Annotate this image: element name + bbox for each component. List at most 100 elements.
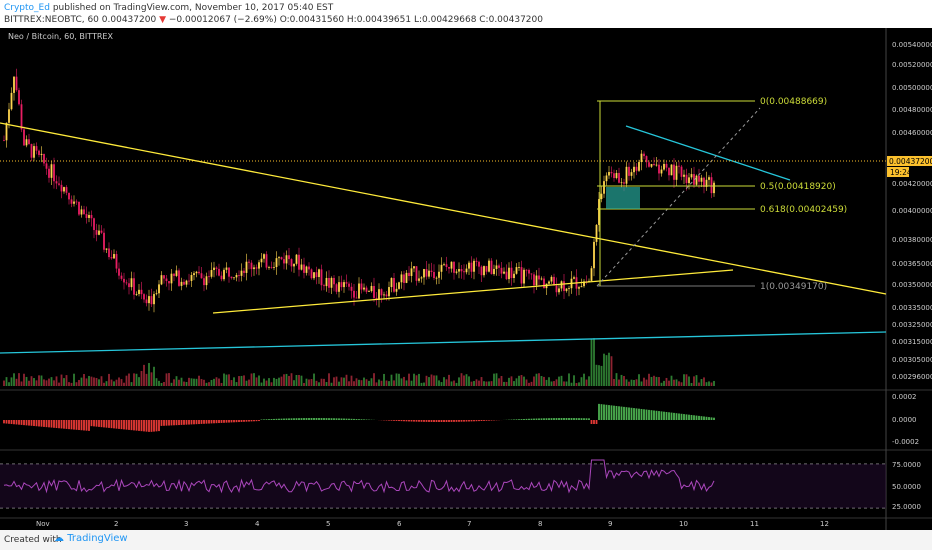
- flag-trendline[interactable]: [625, 125, 791, 181]
- volume-bar: [615, 373, 618, 386]
- candle-body: [128, 283, 130, 288]
- macd-bar: [523, 418, 525, 420]
- volume-bar: [45, 380, 48, 386]
- macd-bar: [113, 420, 115, 429]
- macd-bar: [413, 420, 415, 422]
- candle-body: [83, 209, 85, 215]
- candle-body: [618, 172, 620, 183]
- volume-bar: [203, 379, 205, 386]
- macd-bar: [430, 420, 433, 422]
- candle-body: [295, 254, 298, 264]
- volume-bar: [43, 379, 45, 386]
- candle-body: [260, 258, 263, 263]
- ascending-trendline[interactable]: [212, 269, 734, 314]
- volume-bar: [338, 381, 340, 386]
- tradingview-brand: TradingView: [67, 533, 128, 544]
- candle-body: [445, 264, 448, 267]
- volume-bar: [28, 380, 30, 386]
- candle-body: [85, 214, 88, 218]
- macd-bar: [315, 418, 318, 420]
- fib-diagonal[interactable]: [596, 107, 761, 287]
- macd-bar: [273, 418, 275, 420]
- macd-bar: [518, 419, 520, 420]
- macd-bar: [218, 420, 220, 424]
- macd-bar: [175, 420, 178, 426]
- candle-body: [713, 182, 715, 194]
- candle-body: [390, 278, 393, 288]
- chart-svg[interactable]: Neo / Bitcoin, 60, BITTREX 0(0.00488669)…: [0, 28, 932, 530]
- candle-body: [263, 254, 265, 259]
- volume-bar: [575, 382, 578, 386]
- candle-body: [525, 269, 528, 271]
- macd-bar: [598, 403, 600, 420]
- macd-bar: [645, 409, 648, 420]
- candle-body: [708, 177, 710, 180]
- volume-bar: [20, 381, 23, 386]
- candle-body: [408, 272, 410, 277]
- volume-bar: [693, 376, 695, 386]
- volume-bar: [35, 380, 38, 386]
- macd-bar: [95, 420, 98, 427]
- price-axis: 0.00540000 0.00520000 0.00500000 0.00480…: [892, 41, 932, 381]
- volume-bar: [168, 373, 170, 386]
- macd-bar: [38, 420, 40, 427]
- volume-bar: [33, 378, 35, 386]
- candle-body: [658, 164, 660, 174]
- macd-bar: [550, 418, 553, 420]
- candle-body: [358, 283, 360, 299]
- volume-bar: [628, 381, 630, 386]
- volume-bar: [70, 382, 73, 386]
- macd-bar: [325, 418, 328, 420]
- macd-bar: [670, 412, 673, 420]
- candle-body: [115, 254, 118, 269]
- macd-bar: [198, 420, 200, 425]
- volume-bar: [240, 375, 243, 386]
- volume-bar: [73, 373, 75, 386]
- volume-bar: [138, 377, 140, 386]
- macd-bar: [483, 420, 485, 421]
- macd-bar: [433, 420, 435, 422]
- author-link[interactable]: Crypto_Ed: [4, 3, 50, 13]
- chart-area[interactable]: Neo / Bitcoin, 60, BITTREX 0(0.00488669)…: [0, 28, 932, 530]
- time-label: Nov: [36, 520, 50, 528]
- candle-body: [233, 277, 235, 279]
- candle-body: [333, 277, 335, 285]
- price-label: 0.00380000: [892, 236, 932, 244]
- macd-bar: [470, 420, 473, 422]
- candle-body: [193, 273, 195, 276]
- macd-bar: [163, 420, 165, 426]
- macd-bar: [680, 413, 683, 420]
- tradingview-logo[interactable]: ☁ TradingView: [54, 533, 128, 544]
- macd-bar: [558, 418, 560, 420]
- support-channel-line[interactable]: [0, 331, 887, 354]
- macd-bar: [255, 420, 258, 422]
- candle-body: [473, 260, 475, 272]
- macd-bar: [533, 418, 535, 420]
- macd-bar: [110, 420, 113, 429]
- volume-bar: [508, 377, 510, 386]
- candle-body: [410, 268, 413, 277]
- macd-bar: [45, 420, 48, 428]
- volume-bar: [215, 377, 218, 386]
- volume-bar: [233, 377, 235, 386]
- macd-bar: [260, 419, 263, 420]
- candle-body: [283, 259, 285, 264]
- volume-bar: [540, 376, 543, 386]
- descending-trendline[interactable]: [0, 122, 887, 295]
- macd-bar: [310, 418, 313, 420]
- volume-bar: [710, 382, 713, 386]
- candle-body: [300, 264, 303, 270]
- candle-body: [615, 172, 618, 179]
- candle-body: [393, 278, 395, 292]
- volume-bar: [395, 373, 398, 386]
- macd-bar: [300, 418, 303, 420]
- macd-bar: [148, 420, 150, 432]
- macd-bar: [228, 420, 230, 423]
- volume-bar: [705, 382, 708, 386]
- time-label: 9: [608, 520, 612, 528]
- candle-body: [245, 261, 248, 273]
- candle-body: [180, 281, 183, 286]
- volume-bar: [658, 377, 660, 386]
- volume-bar: [283, 374, 285, 386]
- volume-bar: [668, 380, 670, 386]
